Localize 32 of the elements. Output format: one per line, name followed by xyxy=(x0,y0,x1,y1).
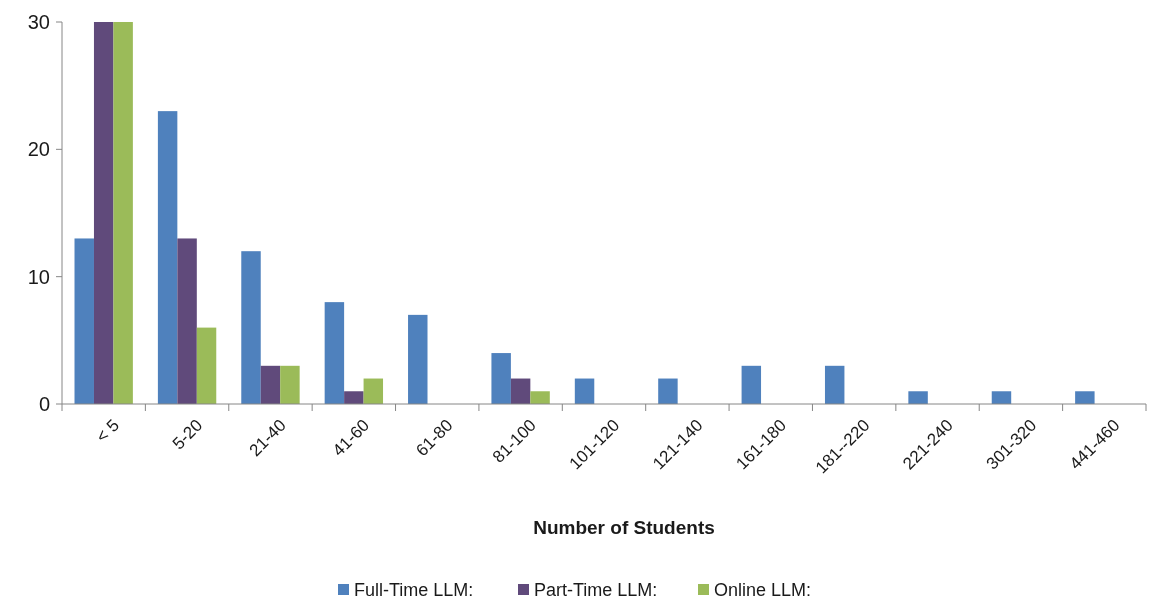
bar xyxy=(824,365,845,404)
bar xyxy=(530,391,550,404)
bar xyxy=(93,22,114,404)
x-axis-title: Number of Students xyxy=(533,517,715,538)
bar xyxy=(177,238,197,404)
y-tick-label: 0 xyxy=(38,393,50,415)
bar xyxy=(1075,391,1095,404)
bar xyxy=(324,302,345,404)
bar xyxy=(113,22,133,404)
y-tick-label: 10 xyxy=(27,265,50,288)
bar xyxy=(658,378,678,404)
bar xyxy=(491,353,511,404)
bar xyxy=(908,391,928,404)
x-tick-label: < 5 xyxy=(92,415,123,447)
y-tick-label: 30 xyxy=(27,11,50,33)
bar xyxy=(157,111,178,404)
y-tick-label: 20 xyxy=(27,138,50,161)
bar xyxy=(260,365,281,404)
legend-label: Full-Time LLM: xyxy=(354,580,474,601)
bar xyxy=(991,391,1012,404)
bar xyxy=(344,391,364,404)
bar xyxy=(363,378,384,404)
bar xyxy=(574,378,595,404)
legend-label: Online LLM: xyxy=(714,580,812,601)
bar xyxy=(741,365,762,404)
bar xyxy=(408,314,428,404)
legend-label: Part-Time LLM: xyxy=(534,580,658,601)
bar xyxy=(280,365,300,404)
bar xyxy=(196,327,217,404)
bar xyxy=(510,378,531,404)
bar xyxy=(74,238,94,404)
bar xyxy=(241,251,261,404)
